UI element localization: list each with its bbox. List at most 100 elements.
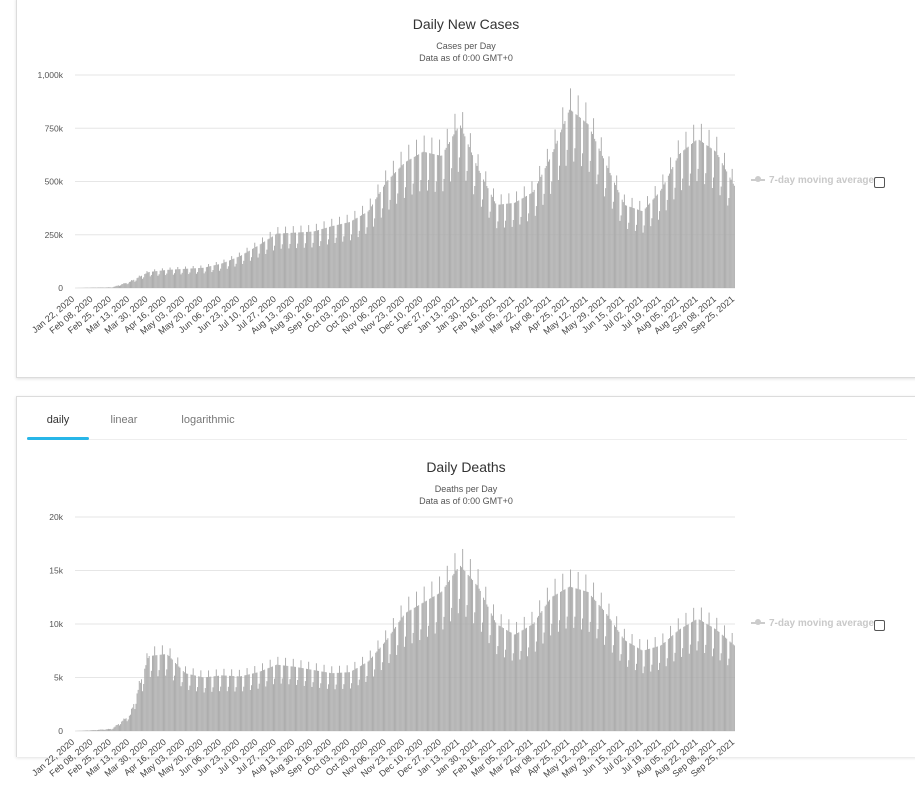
deaths-bar[interactable]: [466, 617, 467, 731]
cases-bar[interactable]: [525, 197, 526, 288]
deaths-bar[interactable]: [654, 647, 655, 731]
cases-bar[interactable]: [356, 219, 357, 289]
cases-bar[interactable]: [346, 223, 347, 288]
deaths-bar[interactable]: [573, 628, 574, 731]
cases-bar[interactable]: [282, 244, 283, 288]
deaths-bar[interactable]: [683, 627, 684, 731]
cases-bar[interactable]: [207, 267, 208, 288]
deaths-bar[interactable]: [270, 660, 271, 731]
deaths-bar[interactable]: [702, 621, 703, 731]
deaths-bar[interactable]: [326, 672, 327, 731]
deaths-bar[interactable]: [682, 648, 683, 731]
cases-bar[interactable]: [147, 271, 148, 288]
cases-bar[interactable]: [422, 152, 423, 288]
cases-bar[interactable]: [145, 274, 146, 289]
cases-bar[interactable]: [385, 170, 386, 288]
deaths-bar[interactable]: [137, 693, 138, 731]
deaths-bar[interactable]: [131, 709, 132, 731]
deaths-bar[interactable]: [489, 643, 490, 731]
deaths-bar[interactable]: [323, 672, 324, 731]
cases-bar[interactable]: [455, 114, 456, 288]
deaths-bar[interactable]: [577, 589, 578, 731]
deaths-bar[interactable]: [687, 625, 688, 731]
deaths-bar[interactable]: [539, 600, 540, 731]
deaths-bar[interactable]: [433, 597, 434, 731]
cases-bar[interactable]: [217, 265, 218, 288]
cases-bar[interactable]: [210, 266, 211, 288]
deaths-bar[interactable]: [207, 677, 208, 731]
cases-bar[interactable]: [285, 227, 286, 288]
cases-bar[interactable]: [374, 218, 375, 288]
deaths-bar[interactable]: [508, 619, 509, 731]
deaths-bar[interactable]: [298, 667, 299, 731]
cases-bar[interactable]: [249, 251, 250, 288]
cases-bar[interactable]: [303, 232, 304, 288]
cases-bar[interactable]: [382, 208, 383, 288]
cases-bar[interactable]: [187, 269, 188, 288]
deaths-bar[interactable]: [552, 596, 553, 731]
deaths-bar[interactable]: [107, 729, 108, 731]
deaths-bar[interactable]: [416, 592, 417, 731]
cases-bar[interactable]: [173, 275, 174, 288]
cases-bar[interactable]: [302, 232, 303, 288]
deaths-bar[interactable]: [86, 730, 87, 731]
deaths-bar[interactable]: [263, 670, 264, 731]
cases-bar[interactable]: [483, 179, 484, 288]
cases-bar[interactable]: [159, 274, 160, 288]
deaths-bar[interactable]: [645, 650, 646, 731]
cases-bar[interactable]: [384, 185, 385, 288]
cases-bar[interactable]: [503, 204, 504, 288]
cases-bar[interactable]: [274, 246, 275, 288]
cases-bar[interactable]: [364, 213, 365, 288]
deaths-bar[interactable]: [230, 676, 231, 731]
deaths-bar[interactable]: [303, 668, 304, 731]
cases-bar[interactable]: [576, 114, 577, 288]
cases-bar[interactable]: [214, 265, 215, 288]
deaths-bar[interactable]: [569, 587, 570, 731]
deaths-bar[interactable]: [243, 687, 244, 731]
deaths-bar[interactable]: [118, 724, 119, 731]
cases-bar[interactable]: [155, 271, 156, 288]
cases-bar[interactable]: [162, 268, 163, 288]
deaths-bar[interactable]: [556, 594, 557, 731]
deaths-bar[interactable]: [678, 618, 679, 731]
deaths-bar[interactable]: [529, 626, 530, 731]
deaths-bar[interactable]: [431, 582, 432, 731]
deaths-bar[interactable]: [275, 665, 276, 731]
cases-bar[interactable]: [642, 211, 643, 288]
deaths-bar[interactable]: [252, 674, 253, 731]
cases-bar[interactable]: [363, 214, 364, 288]
cases-bar[interactable]: [556, 144, 557, 288]
cases-bar[interactable]: [477, 166, 478, 288]
cases-bar[interactable]: [645, 209, 646, 288]
deaths-bar[interactable]: [227, 691, 228, 731]
deaths-bar[interactable]: [461, 567, 462, 731]
cases-bar[interactable]: [605, 188, 606, 288]
deaths-bar[interactable]: [689, 654, 690, 731]
cases-bar[interactable]: [594, 139, 595, 288]
cases-bar[interactable]: [704, 184, 705, 288]
deaths-bar[interactable]: [302, 668, 303, 731]
deaths-bar[interactable]: [178, 666, 179, 731]
cases-bar[interactable]: [426, 152, 427, 288]
deaths-bar[interactable]: [231, 669, 232, 731]
cases-bar[interactable]: [666, 210, 667, 288]
cases-bar[interactable]: [251, 257, 252, 288]
cases-bar[interactable]: [493, 188, 494, 288]
deaths-bar[interactable]: [288, 684, 289, 731]
deaths-bar[interactable]: [699, 619, 700, 731]
deaths-bar[interactable]: [238, 676, 239, 731]
cases-bar[interactable]: [180, 269, 181, 288]
cases-bar[interactable]: [480, 173, 481, 288]
cases-bar[interactable]: [544, 194, 545, 288]
deaths-bar[interactable]: [204, 692, 205, 731]
cases-bar[interactable]: [230, 260, 231, 288]
cases-bar[interactable]: [436, 181, 437, 288]
deaths-bar[interactable]: [274, 679, 275, 731]
cases-bar[interactable]: [636, 225, 637, 288]
deaths-bar[interactable]: [368, 662, 369, 731]
cases-bar[interactable]: [595, 141, 596, 288]
cases-bar[interactable]: [383, 187, 384, 288]
cases-bar[interactable]: [600, 151, 601, 288]
cases-bar[interactable]: [297, 244, 298, 288]
